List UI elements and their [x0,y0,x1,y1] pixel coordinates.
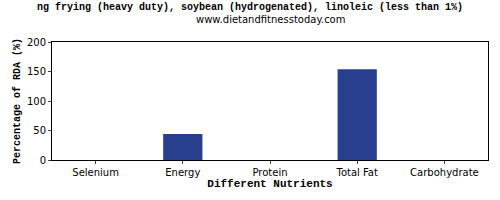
svg-text:150: 150 [27,66,46,77]
svg-text:Selenium: Selenium [72,167,119,178]
svg-text:200: 200 [27,37,46,48]
svg-text:ng frying (heavy duty), soybea: ng frying (heavy duty), soybean (hydroge… [37,2,463,13]
svg-text:50: 50 [33,125,46,136]
svg-text:Percentage of RDA (%): Percentage of RDA (%) [12,38,23,164]
svg-text:Total Fat: Total Fat [335,167,377,178]
svg-text:100: 100 [27,96,46,107]
svg-text:Carbohydrate: Carbohydrate [410,167,479,178]
svg-text:www.dietandfitnesstoday.com: www.dietandfitnesstoday.com [196,14,345,25]
svg-text:0: 0 [40,155,46,166]
svg-text:Energy: Energy [165,167,200,178]
svg-text:Protein: Protein [252,167,287,178]
svg-text:Different Nutrients: Different Nutrients [207,178,332,190]
